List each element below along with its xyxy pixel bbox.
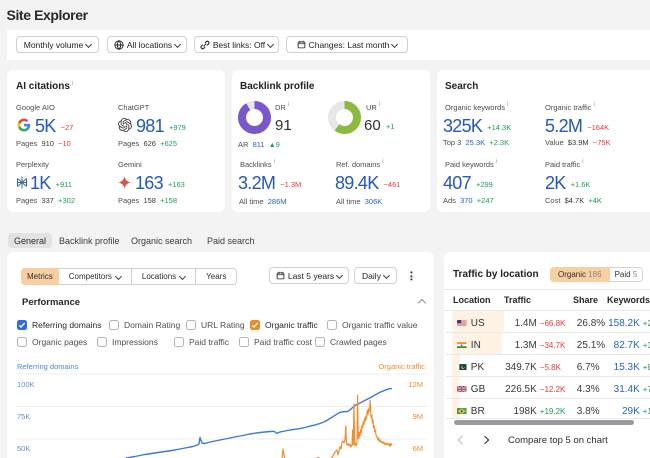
svg-text:75K: 75K [17, 412, 30, 421]
svg-text:100K: 100K [17, 380, 35, 389]
svg-text:12M: 12M [408, 380, 423, 389]
svg-text:9M: 9M [413, 412, 423, 421]
svg-text:50K: 50K [17, 444, 30, 453]
svg-text:6M: 6M [413, 444, 423, 453]
